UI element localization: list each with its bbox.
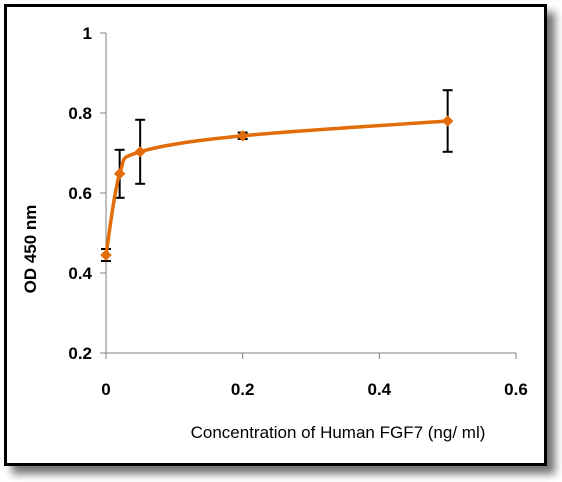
x-tick-label: 0.2 (231, 380, 255, 399)
y-tick-label: 0.6 (68, 184, 92, 203)
chart-frame: 0.2 0.4 0.6 0.8 1 0 0.2 0.4 0.6 Concentration of… (4, 4, 547, 466)
x-axis-title: Concentration of Human FGF7 (ng/ ml) (191, 423, 486, 442)
data-point (134, 146, 146, 158)
y-tick-label: 1 (83, 24, 92, 43)
data-point (441, 115, 454, 127)
y-axis-title: OD 450 nm (21, 205, 40, 294)
y-tick-label: 0.8 (68, 104, 92, 123)
data-point (113, 168, 126, 180)
data-point (100, 249, 112, 261)
line-chart: 0.2 0.4 0.6 0.8 1 0 0.2 0.4 0.6 Concentration of… (21, 24, 528, 442)
y-tick-label: 0.2 (68, 344, 92, 363)
y-tick-label: 0.4 (68, 264, 92, 283)
x-tick-label: 0.4 (368, 380, 392, 399)
x-tick-label: 0 (101, 380, 110, 399)
data-point (236, 130, 249, 142)
series-line (104, 119, 448, 256)
tick-labels: 0.2 0.4 0.6 0.8 1 0 0.2 0.4 0.6 (68, 24, 527, 399)
series (100, 115, 454, 261)
error-bars (101, 89, 453, 262)
x-tick-label: 0.6 (504, 380, 528, 399)
axes (100, 32, 517, 359)
